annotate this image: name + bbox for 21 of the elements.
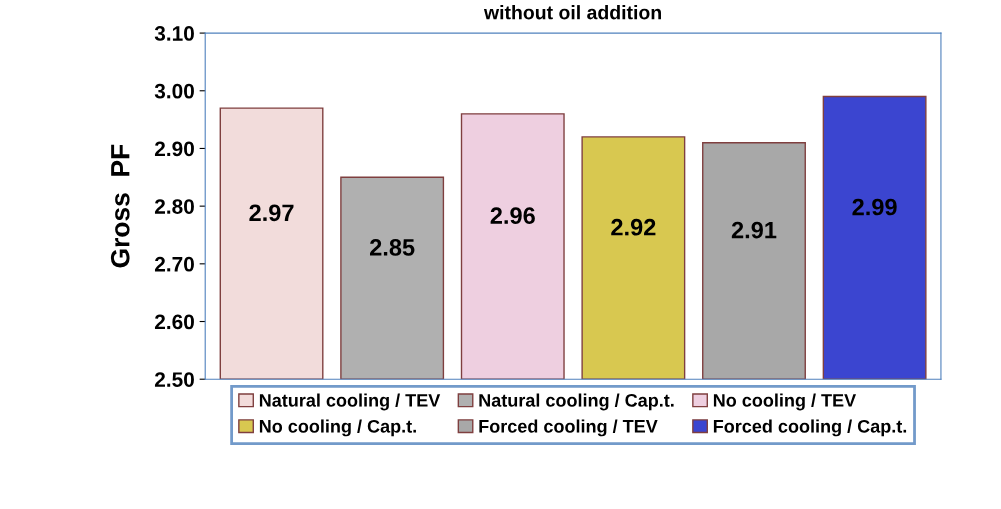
legend-label: Forced cooling / Cap.t. [713,419,907,437]
legend-label: Natural cooling / TEV [259,393,441,411]
data-label: 2.92 [611,218,656,236]
y-tick-label: 2.90 [154,141,194,157]
legend-label: No cooling / TEV [713,393,857,411]
y-tick-label: 2.70 [154,256,194,272]
legend-label: Natural cooling / Cap.t. [479,393,674,411]
y-tick-label: 3.10 [154,26,194,41]
y-tick-label: 2.80 [154,199,194,214]
data-label: 2.91 [731,221,777,239]
chart-title: without oil addition [483,5,661,20]
data-label: 2.96 [490,207,535,225]
legend-label: No cooling / Cap.t. [259,419,416,437]
y-tick-label: 3.00 [154,83,194,99]
data-label: 2.97 [249,204,294,222]
data-label: 2.99 [852,198,897,216]
y-tick-label: 2.50 [154,372,194,387]
data-label: 2.85 [370,239,415,256]
legend-label: Forced cooling / TEV [479,419,658,437]
y-axis-title: Gross PF [110,144,130,268]
y-tick-label: 2.60 [154,314,194,330]
